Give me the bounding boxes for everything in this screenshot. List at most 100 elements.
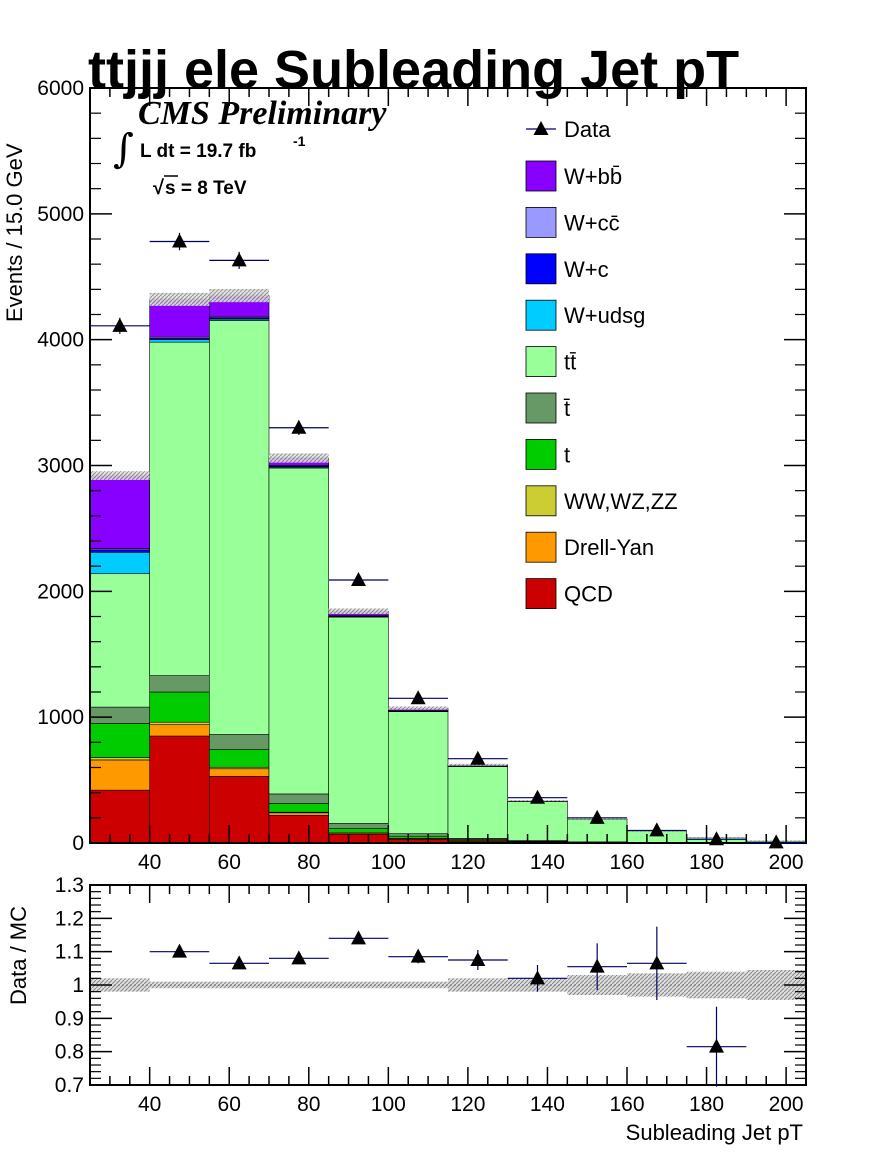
legend-label-1: W+cc̄ (564, 210, 620, 235)
legend-swatch-0 (525, 160, 557, 192)
stack-bar-0-4 (328, 833, 389, 844)
stack-bar-5-6 (447, 766, 508, 839)
sqrt-icon: √ (153, 177, 165, 199)
data-point-0 (112, 317, 128, 332)
legend: Data W+bb̄ W+cc̄ W+c W+udsg tt̄ t̄ t WW,WZ,ZZ Dre… (525, 117, 678, 609)
data-point-9 (649, 822, 665, 837)
y-axis-label: Events / 15.0 GeV (2, 143, 27, 322)
legend-swatch-1 (525, 206, 557, 238)
legend-label-2: W+c (564, 257, 609, 282)
data-point-10 (709, 831, 724, 846)
main-plot-frame: 40 60 80 100 120 140 160 180 2000100020003000400… (37, 77, 807, 874)
legend-label-8: Drell-Yan (564, 535, 654, 560)
main-ylabel-2: 2000 (37, 580, 84, 603)
luminosity-exponent: -1 (293, 133, 306, 149)
ratio-xlabel-4: 120 (450, 1093, 485, 1116)
main-xlabel-8: 200 (769, 851, 804, 874)
ratio-point-2 (291, 950, 307, 965)
ratio-ylabel-1: 0.8 (55, 1041, 84, 1064)
data-point-11 (768, 834, 784, 849)
ratio-xlabel-8: 200 (769, 1093, 804, 1116)
ratio-point-9 (709, 1038, 724, 1053)
stack-bar-3-4 (328, 828, 389, 834)
ratio-point-8 (649, 955, 665, 970)
ratio-uncertainty-band (90, 970, 806, 1000)
stack-bar-6-1 (149, 339, 210, 343)
stack-bar-9-0 (89, 475, 150, 549)
ratio-point-4 (410, 948, 426, 963)
stack-bar-4-0 (89, 706, 150, 724)
stack-bar-3-5 (388, 835, 449, 839)
legend-swatch-2 (525, 253, 557, 285)
data-point-7 (530, 789, 545, 804)
ratio-xlabel-2: 80 (297, 1093, 320, 1116)
mc-uncertainty-1 (149, 292, 210, 306)
x-axis-label: Subleading Jet pT (626, 1120, 803, 1145)
mc-uncertainty-4 (328, 608, 389, 614)
main-xlabel-1: 60 (218, 851, 241, 874)
ratio-ylabel-4: 1.1 (55, 941, 84, 964)
ratio-ylabel-0: 0.7 (55, 1074, 84, 1097)
ratio-ylabel-2: 0.9 (55, 1007, 84, 1030)
main-xlabel-0: 40 (138, 851, 161, 874)
stack-bar-5-4 (328, 616, 389, 824)
stack-bar-5-5 (388, 711, 449, 834)
data-point-4 (351, 572, 366, 587)
mc-uncertainty-2 (209, 289, 269, 303)
data-points (90, 232, 806, 849)
main-ylabel-0: 0 (72, 832, 84, 855)
stack-bar-3-1 (149, 691, 210, 723)
legend-swatch-6 (525, 438, 557, 470)
stack-bar-4-3 (268, 793, 329, 804)
stack-bar-2-0 (89, 757, 150, 761)
legend-swatch-4 (525, 346, 557, 378)
stack-bar-3-2 (209, 749, 270, 768)
data-point-8 (589, 809, 605, 824)
main-xlabel-4: 120 (450, 851, 485, 874)
data-point-2 (231, 252, 247, 267)
legend-label-4: tt̄ (564, 350, 576, 375)
legend-data-marker (533, 121, 549, 135)
ratio-band-6 (448, 978, 508, 992)
ratio-point-0 (172, 943, 187, 958)
stack-bar-1-3 (268, 812, 329, 816)
legend-swatch-9 (525, 578, 557, 609)
ratio-point-7 (589, 958, 605, 973)
cms-preliminary-label: CMS Preliminary (138, 95, 387, 132)
stack-bar-5-2 (209, 320, 270, 735)
legend-label-data: Data (564, 117, 611, 142)
stack-bar-0-1 (149, 735, 210, 844)
data-point-1 (172, 233, 187, 248)
main-xlabel-7: 180 (689, 851, 724, 874)
integral-sign-icon: ∫ (113, 126, 134, 172)
mc-uncertainty-3 (269, 453, 329, 463)
ratio-point-6 (530, 970, 545, 985)
ratio-ylabel-3: 1 (72, 974, 84, 997)
main-ylabel-3: 3000 (37, 455, 84, 478)
main-ylabel-4: 4000 (37, 329, 84, 352)
energy-label: s = 8 TeV (165, 178, 247, 199)
ratio-xlabel-7: 180 (689, 1093, 724, 1116)
stack-bar-5-0 (89, 573, 150, 708)
legend-label-3: W+udsg (564, 303, 645, 328)
stack-bar-4-1 (149, 675, 210, 693)
main-ylabel-1: 1000 (37, 706, 84, 729)
stack-bar-4-2 (209, 734, 270, 750)
legend-label-6: t (564, 442, 570, 467)
stack-bar-5-7 (507, 801, 568, 841)
main-xlabel-3: 100 (371, 851, 406, 874)
stack-bar-1-1 (149, 724, 210, 737)
main-xlabel-6: 160 (609, 851, 644, 874)
stack-bar-0-0 (89, 789, 150, 844)
ratio-point-1 (231, 955, 247, 970)
ratio-point-5 (470, 952, 486, 966)
ratio-xlabel-6: 160 (609, 1093, 644, 1116)
stack-histogram (89, 289, 807, 844)
ratio-plot-frame: 40 60 80 100 120 140 160 180 200 0.7 0.8 0.9 1 1.1 1.2… (55, 874, 807, 1116)
ratio-y-axis-label: Data / MC (6, 906, 31, 1005)
chart-title: ttjjj ele Subleading Jet pT (88, 40, 739, 100)
stack-bar-4-5 (388, 833, 449, 837)
ratio-point-3 (351, 930, 366, 945)
